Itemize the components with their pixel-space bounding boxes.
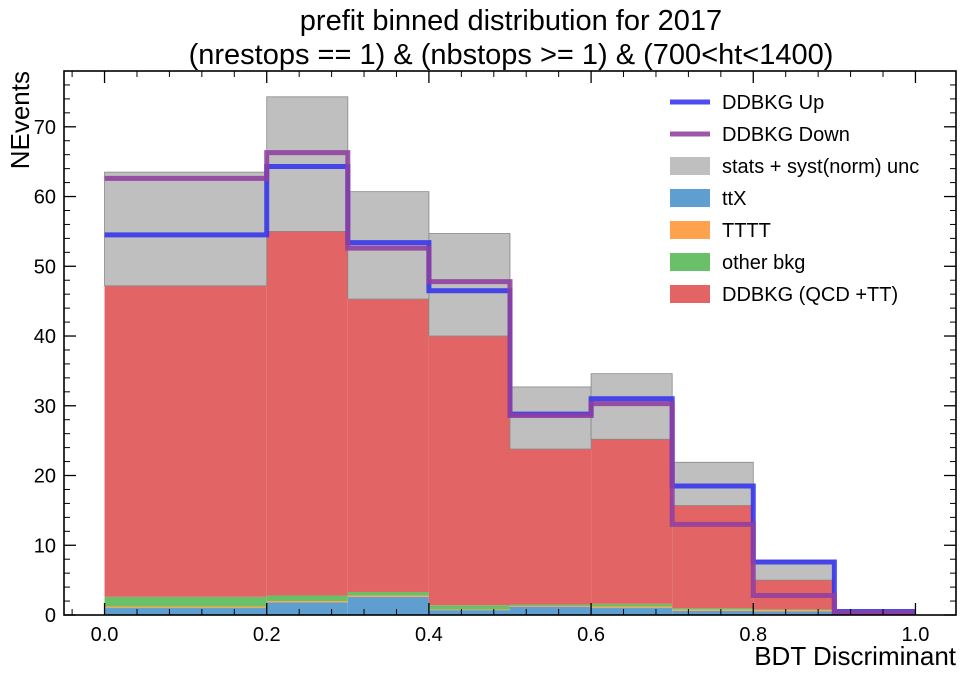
bar xyxy=(428,610,510,615)
bar xyxy=(753,611,835,615)
legend-item: TTTT xyxy=(670,220,771,242)
bar xyxy=(672,505,754,609)
bar xyxy=(347,591,429,596)
y-tick-label: 10 xyxy=(34,535,56,557)
chart-title: prefit binned distribution for 2017 xyxy=(300,5,722,37)
y-tick-label: 30 xyxy=(34,396,56,418)
legend-swatch xyxy=(670,189,710,207)
bar xyxy=(510,606,592,615)
line-ddbkg-down xyxy=(104,150,916,616)
y-tick-label: 70 xyxy=(34,117,56,139)
bar xyxy=(266,231,348,596)
legend-item: DDBKG (QCD +TT) xyxy=(670,284,898,306)
legend-item: DDBKG Down xyxy=(670,124,850,146)
y-tick-label: 50 xyxy=(34,256,56,278)
chart-subtitle: (nrestops == 1) & (nbstops >= 1) & (700<… xyxy=(189,39,834,71)
legend-item: DDBKG Up xyxy=(670,92,824,114)
x-tick-label: 0.8 xyxy=(739,624,767,646)
bar xyxy=(347,299,429,592)
legend-swatch xyxy=(670,157,710,175)
bar xyxy=(672,609,754,611)
bar xyxy=(104,608,267,615)
series-ttx xyxy=(104,596,916,615)
x-axis-label: BDT Discriminant xyxy=(754,641,957,671)
legend-label: stats + syst(norm) unc xyxy=(722,156,919,178)
bar xyxy=(753,609,835,611)
series-ddbkg-qcd-tt xyxy=(104,231,916,615)
series-tttt xyxy=(104,595,835,612)
x-tick-label: 0.2 xyxy=(253,624,281,646)
bar xyxy=(591,439,673,604)
uncertainty-box xyxy=(590,373,673,440)
bar xyxy=(753,610,835,612)
bar xyxy=(428,605,510,610)
y-axis-label: NEvents xyxy=(5,71,35,169)
bar xyxy=(104,606,267,609)
bar xyxy=(672,608,754,610)
bar xyxy=(591,603,673,607)
x-axis: 0.0 0.2 0.4 0.6 0.8 1.0 xyxy=(71,71,930,646)
bar xyxy=(266,601,348,603)
uncertainty-box xyxy=(428,233,511,337)
legend-item: ttX xyxy=(670,188,746,210)
legend-label: DDBKG (QCD +TT) xyxy=(722,284,898,306)
bar xyxy=(428,336,510,606)
legend-label: DDBKG Up xyxy=(722,92,824,114)
y-tick-label: 40 xyxy=(34,326,56,348)
bar xyxy=(510,449,592,605)
legend-label: ttX xyxy=(722,188,746,210)
x-tick-label: 1.0 xyxy=(902,624,930,646)
series-other-bkg xyxy=(104,591,835,611)
bar xyxy=(510,604,592,606)
bar xyxy=(266,602,348,615)
bar xyxy=(104,596,267,607)
bar xyxy=(591,608,673,615)
legend: DDBKG Up DDBKG Down stats + syst(norm) unc… xyxy=(670,92,919,306)
bar xyxy=(266,595,348,602)
uncertainty-box xyxy=(347,191,430,300)
bar xyxy=(510,605,592,607)
legend-label: other bkg xyxy=(722,252,805,274)
bar xyxy=(347,595,429,597)
bar xyxy=(591,606,673,609)
bar xyxy=(672,610,754,615)
legend-swatch xyxy=(670,221,710,239)
y-axis: 0 10 20 30 40 50 60 70 xyxy=(34,84,956,627)
plot-frame xyxy=(63,70,957,616)
x-tick-label: 0.0 xyxy=(91,624,119,646)
y-tick-label: 20 xyxy=(34,466,56,488)
legend-item: stats + syst(norm) unc xyxy=(670,156,919,178)
y-tick-label: 60 xyxy=(34,187,56,209)
x-tick-label: 0.4 xyxy=(415,624,443,646)
bar xyxy=(347,596,429,615)
bar xyxy=(104,285,267,597)
bar xyxy=(428,609,510,611)
legend-item: other bkg xyxy=(670,252,805,274)
legend-label: DDBKG Down xyxy=(722,124,850,146)
x-tick-label: 0.6 xyxy=(577,624,605,646)
legend-label: TTTT xyxy=(722,220,771,242)
y-tick-label: 0 xyxy=(45,605,56,627)
legend-swatch xyxy=(670,253,710,271)
legend-swatch xyxy=(670,285,710,303)
uncertainty-box xyxy=(104,171,268,287)
plot-area xyxy=(104,96,916,616)
